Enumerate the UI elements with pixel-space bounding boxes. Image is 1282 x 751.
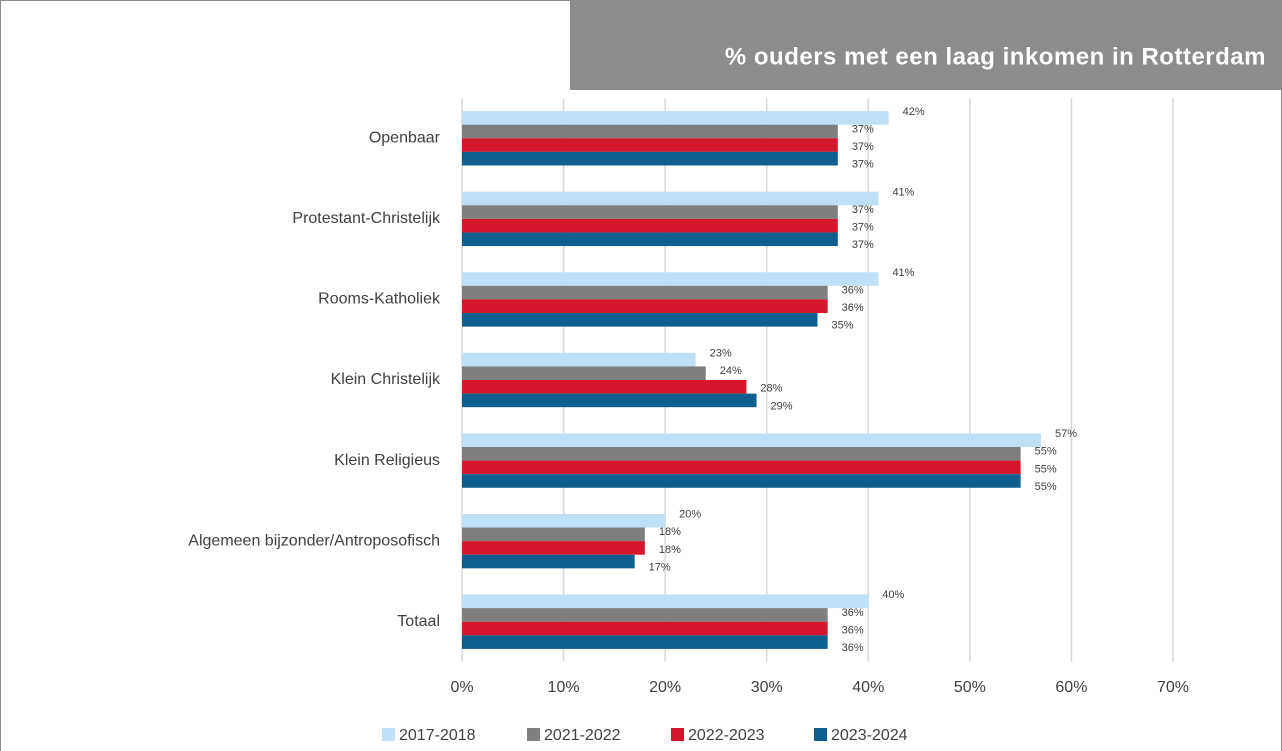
data-label: 37% (852, 222, 874, 234)
data-label: 55% (1035, 481, 1057, 493)
data-label: 35% (832, 320, 854, 332)
data-label: 57% (1055, 428, 1077, 440)
data-label: 36% (842, 607, 864, 619)
x-tick-label: 70% (1157, 679, 1189, 696)
bar (462, 313, 818, 327)
data-label: 20% (679, 509, 701, 521)
bar (462, 366, 706, 380)
data-label: 36% (842, 302, 864, 314)
bar (462, 285, 828, 300)
data-label: 40% (882, 589, 904, 601)
bar (462, 232, 838, 247)
legend-swatch (671, 728, 684, 741)
bar (462, 513, 666, 528)
bar (462, 635, 828, 649)
category-label: Klein Christelijk (331, 371, 441, 388)
category-label: Protestant-Christelijk (292, 210, 441, 227)
data-label: 37% (852, 204, 874, 216)
x-tick-label: 30% (751, 679, 783, 696)
x-tick-label: 60% (1055, 679, 1087, 696)
data-label: 55% (1035, 446, 1057, 458)
category-label: Rooms-Katholiek (318, 291, 441, 308)
data-label: 23% (710, 348, 732, 360)
x-tick-label: 40% (852, 679, 884, 696)
data-label: 55% (1035, 463, 1057, 475)
bar (462, 433, 1041, 447)
data-label: 17% (649, 561, 671, 573)
data-label: 24% (720, 365, 742, 377)
x-tick-label: 20% (649, 679, 681, 696)
legend-swatch (382, 728, 395, 741)
bar (462, 446, 1021, 461)
bar (462, 138, 838, 152)
bar (462, 474, 1021, 488)
bar (462, 380, 747, 394)
bar (462, 621, 828, 636)
legend-label: 2021-2022 (544, 727, 621, 744)
bar (462, 554, 635, 569)
bar (462, 218, 838, 233)
bar (462, 111, 889, 125)
category-label: Klein Religieus (334, 452, 440, 469)
data-label: 36% (842, 642, 864, 654)
data-label: 18% (659, 544, 681, 556)
data-label: 37% (852, 239, 874, 251)
bar (462, 151, 838, 166)
data-label: 36% (842, 624, 864, 636)
category-label: Algemeen bijzonder/Antroposofisch (188, 532, 440, 549)
legend-label: 2022-2023 (688, 727, 765, 744)
bar (462, 460, 1021, 475)
data-label: 36% (842, 285, 864, 297)
bar (462, 205, 838, 219)
data-label: 37% (852, 123, 874, 135)
data-label: 29% (771, 400, 793, 412)
data-label: 37% (852, 159, 874, 171)
legend-label: 2017-2018 (399, 727, 476, 744)
bar (462, 541, 645, 555)
legend-swatch (814, 728, 827, 741)
x-tick-label: 0% (450, 679, 473, 696)
category-label: Totaal (397, 613, 440, 630)
chart-title: % ouders met een laag inkomen in Rotterd… (725, 43, 1266, 70)
data-label: 18% (659, 526, 681, 538)
legend-label: 2023-2024 (831, 727, 908, 744)
bar (462, 272, 879, 286)
bar (462, 393, 757, 408)
legend-swatch (527, 728, 540, 741)
category-label: Openbaar (369, 130, 441, 147)
x-tick-label: 50% (954, 679, 986, 696)
bar (462, 594, 869, 609)
data-label: 41% (892, 186, 914, 198)
data-label: 37% (852, 141, 874, 153)
x-tick-label: 10% (548, 679, 580, 696)
bar (462, 608, 828, 622)
title-banner (570, 0, 1282, 90)
bar (462, 527, 645, 542)
bar (462, 124, 838, 139)
bar (462, 352, 696, 367)
data-label: 42% (903, 106, 925, 118)
data-label: 28% (760, 383, 782, 395)
data-label: 41% (892, 267, 914, 279)
bar (462, 191, 879, 206)
bar (462, 299, 828, 314)
